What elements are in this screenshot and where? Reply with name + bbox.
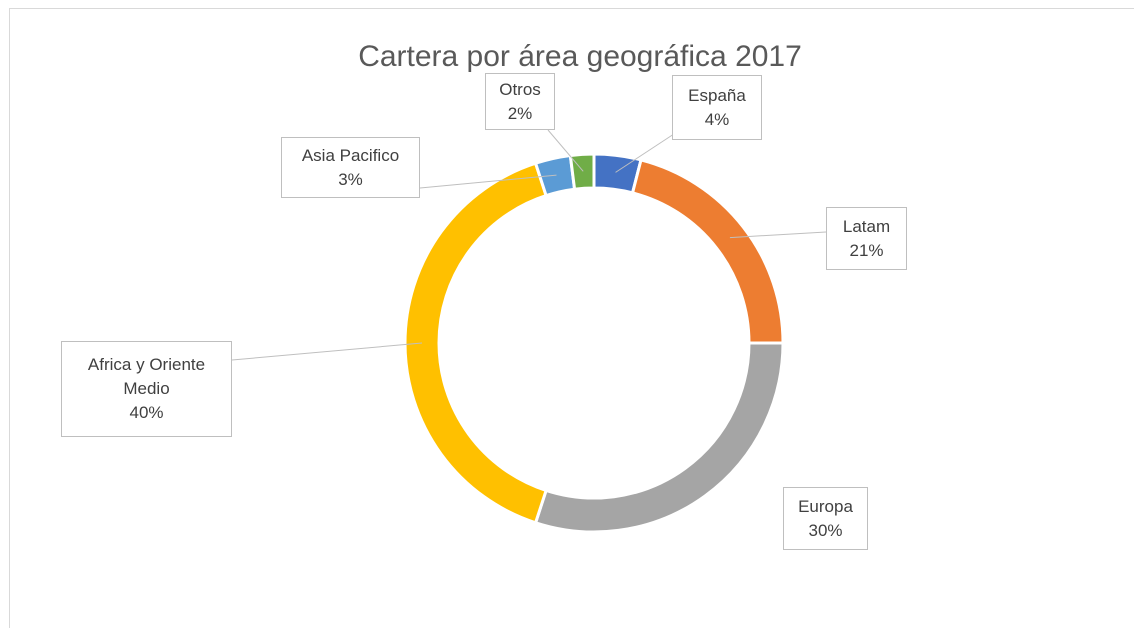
leader-line — [547, 129, 584, 172]
chart-border — [9, 8, 1134, 628]
doughnut-slice — [568, 152, 596, 191]
leader-line — [729, 231, 827, 239]
chart-title: Cartera por área geográfica 2017 — [358, 40, 802, 73]
label-value: 40% — [129, 403, 164, 422]
data-label: España 4% — [672, 75, 762, 140]
data-label: Africa y Oriente Medio 40% — [61, 341, 232, 437]
data-label: Latam 21% — [826, 207, 907, 270]
doughnut-slice — [630, 158, 785, 345]
doughnut-slice — [533, 341, 785, 534]
data-label: Europa 30% — [783, 487, 868, 550]
label-value: 2% — [507, 103, 533, 123]
label-category: España — [688, 85, 746, 105]
leader-line — [419, 174, 557, 189]
label-category: Africa y Oriente Medio — [87, 355, 206, 398]
label-value: 30% — [808, 520, 843, 540]
label-value: 21% — [849, 240, 884, 260]
label-category: Asia Pacifico — [301, 145, 400, 165]
label-category: Otros — [499, 79, 541, 99]
leader-line — [231, 342, 423, 361]
label-category: Latam — [842, 216, 891, 236]
leader-line — [615, 129, 681, 173]
data-label: Asia Pacifico 3% — [281, 137, 420, 198]
doughnut-slice — [403, 161, 548, 525]
data-label: Otros 2% — [485, 73, 555, 130]
label-value: 3% — [338, 169, 363, 189]
label-category: Europa — [798, 496, 853, 516]
label-value: 4% — [704, 109, 730, 129]
